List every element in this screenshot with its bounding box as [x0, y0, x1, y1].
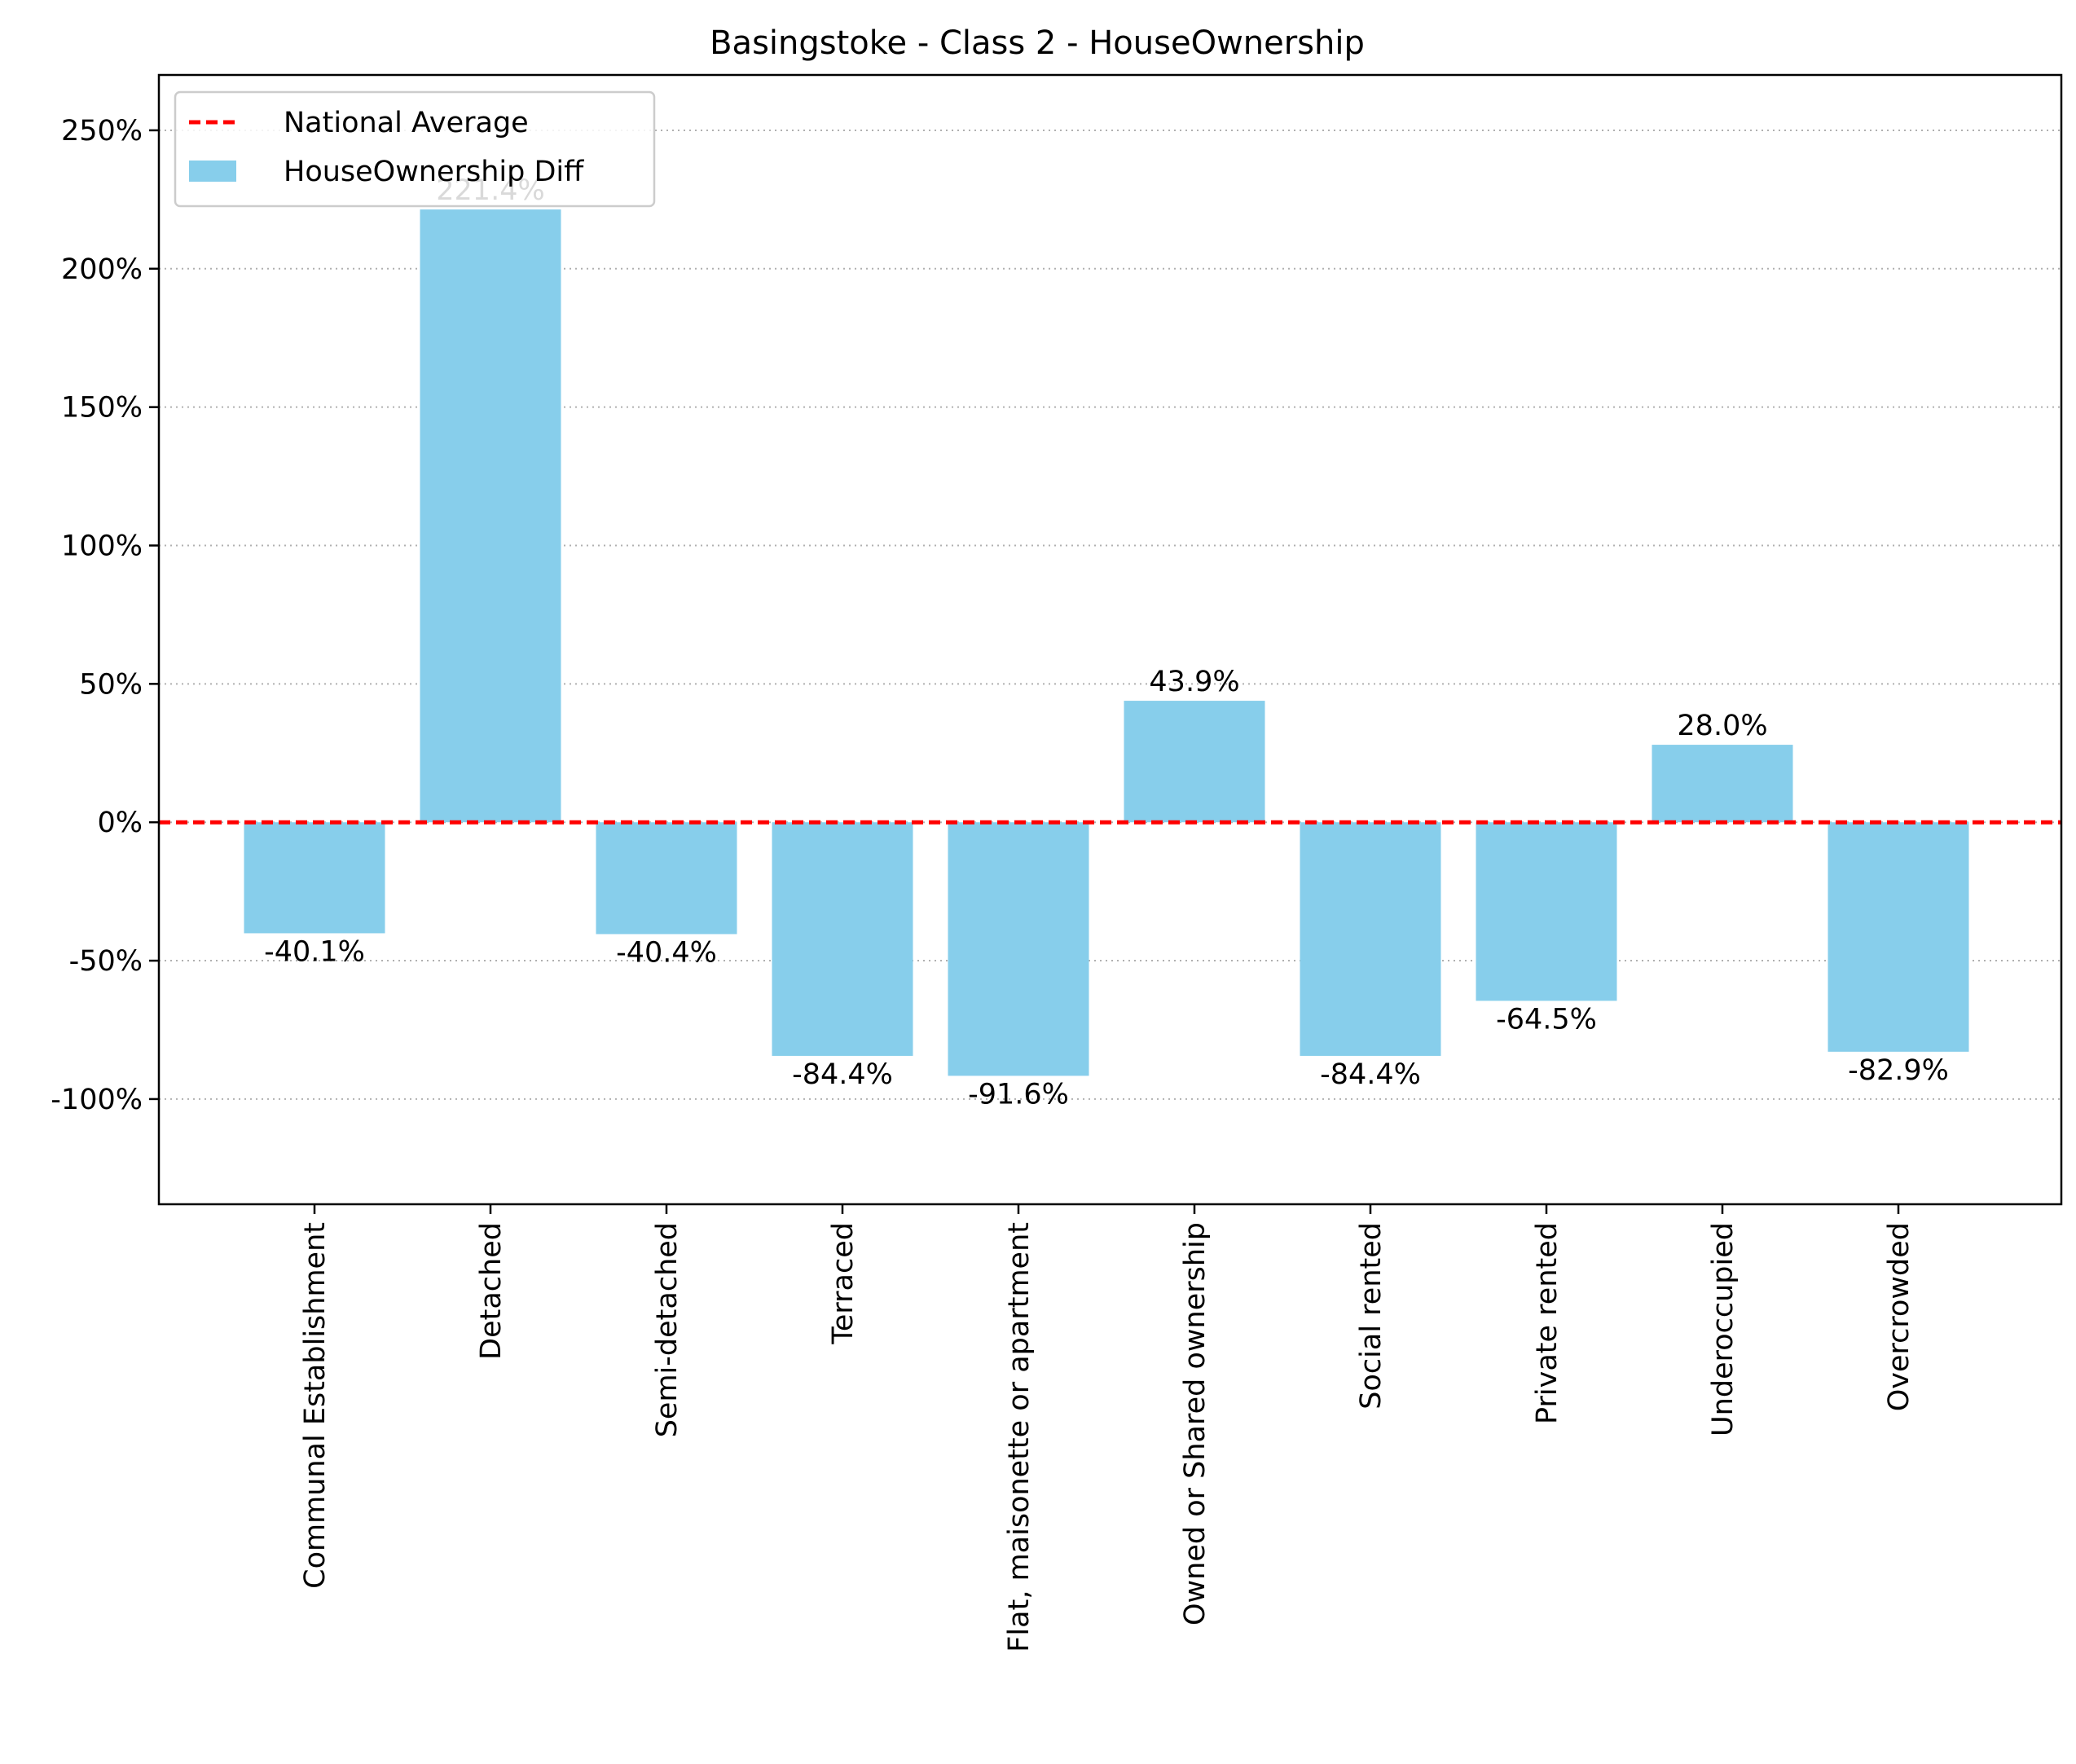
bar-value-label: -84.4%	[792, 1058, 893, 1091]
bar	[420, 209, 561, 823]
bar	[772, 822, 913, 1056]
y-tick-label: 200%	[61, 253, 143, 286]
bar	[596, 822, 737, 935]
bar-value-label: -40.4%	[616, 936, 717, 969]
x-tick-label: Detached	[475, 1222, 508, 1360]
legend-frame	[174, 90, 656, 208]
bar	[1652, 745, 1793, 823]
y-axis: -100% -50% 0% 50% 100% 150% 200% 250%	[51, 115, 159, 1116]
bar-value-label: -82.9%	[1848, 1054, 1949, 1087]
legend-label-houseownership-diff: HouseOwnership Diff	[284, 156, 584, 188]
x-tick-label: Underoccupied	[1707, 1222, 1740, 1436]
x-tick-label: Flat, maisonette or apartment	[1003, 1222, 1036, 1652]
bar-value-label: -84.4%	[1320, 1058, 1421, 1091]
y-tick-label: 250%	[61, 115, 143, 147]
x-tick-label: Communal Establishment	[299, 1222, 332, 1589]
bar-value-label: -64.5%	[1496, 1003, 1597, 1036]
bar	[1300, 822, 1441, 1056]
y-tick-label: 50%	[79, 668, 143, 701]
y-tick-label: -100%	[51, 1084, 143, 1116]
x-tick-label: Overcrowded	[1883, 1222, 1915, 1411]
y-tick-label: -50%	[69, 945, 143, 978]
x-tick-label: Semi-detached	[651, 1222, 684, 1437]
legend-swatch-houseownership-diff	[189, 161, 236, 182]
plot-area-frame	[157, 73, 2063, 1206]
y-tick-label: 0%	[97, 807, 143, 839]
bar-value-label: -40.1%	[264, 935, 365, 968]
bars-layer	[244, 209, 1969, 1076]
legend-label-national-average: National Average	[284, 107, 529, 139]
bar	[1476, 822, 1617, 1001]
bar	[244, 822, 385, 934]
legend: National Average HouseOwnership Diff	[174, 90, 656, 208]
y-tick-label: 150%	[61, 392, 143, 425]
x-tick-label: Private rented	[1531, 1222, 1564, 1424]
x-axis: Communal Establishment Detached Semi-detac…	[299, 1204, 1915, 1652]
bar	[948, 822, 1089, 1076]
bar-value-label: 28.0%	[1677, 710, 1767, 742]
bar-value-label: -91.6%	[968, 1078, 1069, 1111]
y-tick-label: 100%	[61, 530, 143, 563]
x-tick-label: Social rented	[1355, 1222, 1388, 1410]
bar	[1827, 822, 1969, 1052]
chart-title: Basingstoke - Class 2 - HouseOwnership	[710, 24, 1365, 62]
x-tick-label: Terraced	[827, 1222, 860, 1345]
bar	[1124, 701, 1265, 823]
x-tick-label: Owned or Shared ownership	[1179, 1222, 1212, 1625]
bar-value-label: 43.9%	[1149, 666, 1239, 698]
